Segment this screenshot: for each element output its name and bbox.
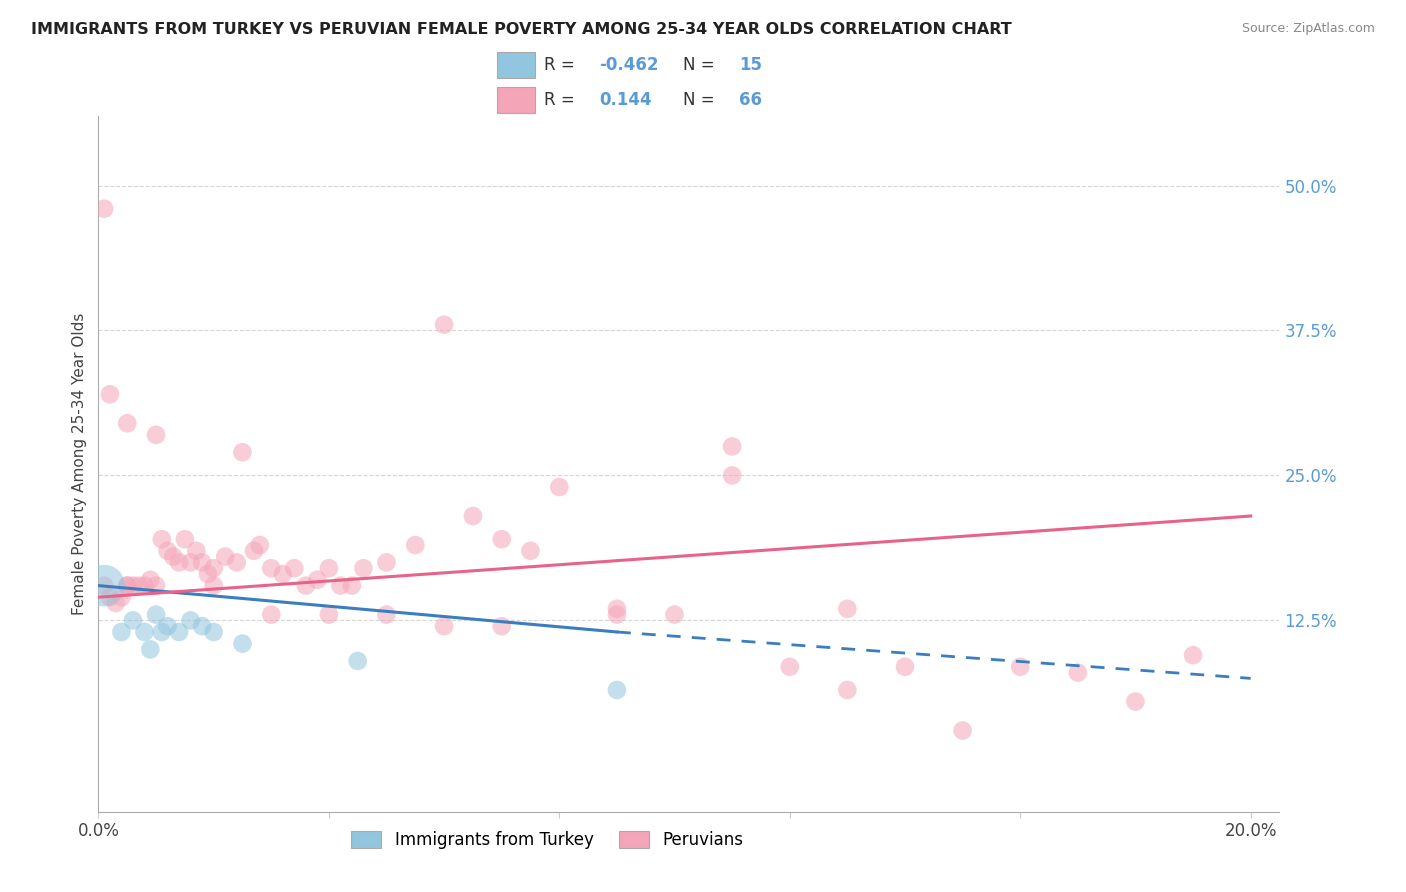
Point — [150, 532, 173, 546]
Point — [139, 573, 162, 587]
Text: 15: 15 — [738, 56, 762, 74]
Point — [191, 555, 214, 570]
Point — [519, 544, 541, 558]
Point — [721, 440, 744, 454]
Point — [134, 579, 156, 593]
Point — [122, 579, 145, 593]
Point — [150, 624, 173, 639]
Point — [433, 619, 456, 633]
Point — [93, 579, 115, 593]
Point — [110, 591, 132, 605]
Point — [134, 624, 156, 639]
Point — [837, 683, 859, 698]
Point — [243, 544, 266, 558]
Legend: Immigrants from Turkey, Peruvians: Immigrants from Turkey, Peruvians — [344, 824, 749, 855]
Point — [307, 573, 329, 587]
Y-axis label: Female Poverty Among 25-34 Year Olds: Female Poverty Among 25-34 Year Olds — [72, 313, 87, 615]
Point — [1182, 648, 1205, 662]
Point — [156, 544, 179, 558]
Point — [214, 549, 236, 564]
Point — [404, 538, 426, 552]
Point — [1067, 665, 1090, 680]
Point — [110, 624, 132, 639]
Point — [664, 607, 686, 622]
Point — [173, 532, 195, 546]
FancyBboxPatch shape — [498, 87, 534, 112]
Point — [225, 555, 247, 570]
Point — [1125, 694, 1147, 708]
Point — [606, 683, 628, 698]
Point — [167, 624, 190, 639]
Point — [295, 579, 318, 593]
Point — [145, 428, 167, 442]
Point — [340, 579, 363, 593]
Point — [433, 318, 456, 332]
Point — [231, 637, 253, 651]
Text: 66: 66 — [738, 91, 762, 109]
Point — [491, 619, 513, 633]
Point — [249, 538, 271, 552]
Point — [98, 387, 121, 401]
Point — [202, 579, 225, 593]
Point — [231, 445, 253, 459]
Point — [93, 202, 115, 216]
Point — [283, 561, 305, 575]
Point — [894, 660, 917, 674]
Point — [1010, 660, 1032, 674]
Point — [491, 532, 513, 546]
Point — [122, 614, 145, 628]
Point — [837, 602, 859, 616]
Text: R =: R = — [544, 91, 579, 109]
Point — [606, 607, 628, 622]
FancyBboxPatch shape — [498, 52, 534, 78]
Point — [329, 579, 352, 593]
Text: N =: N = — [683, 56, 720, 74]
Point — [548, 480, 571, 494]
Point — [98, 591, 121, 605]
Text: Source: ZipAtlas.com: Source: ZipAtlas.com — [1241, 22, 1375, 36]
Point — [145, 607, 167, 622]
Point — [721, 468, 744, 483]
Text: 0.144: 0.144 — [599, 91, 652, 109]
Point — [186, 544, 208, 558]
Point — [260, 607, 283, 622]
Text: N =: N = — [683, 91, 720, 109]
Point — [115, 579, 138, 593]
Text: -0.462: -0.462 — [599, 56, 659, 74]
Point — [128, 579, 150, 593]
Point — [779, 660, 801, 674]
Point — [952, 723, 974, 738]
Point — [162, 549, 184, 564]
Point — [191, 619, 214, 633]
Point — [352, 561, 374, 575]
Point — [180, 614, 202, 628]
Point — [93, 579, 115, 593]
Point — [167, 555, 190, 570]
Point — [180, 555, 202, 570]
Point — [318, 607, 340, 622]
Point — [197, 567, 219, 582]
Text: IMMIGRANTS FROM TURKEY VS PERUVIAN FEMALE POVERTY AMONG 25-34 YEAR OLDS CORRELAT: IMMIGRANTS FROM TURKEY VS PERUVIAN FEMAL… — [31, 22, 1012, 37]
Point — [104, 596, 127, 610]
Point — [271, 567, 294, 582]
Point — [202, 624, 225, 639]
Point — [346, 654, 368, 668]
Point — [145, 579, 167, 593]
Point — [115, 579, 138, 593]
Point — [202, 561, 225, 575]
Point — [606, 602, 628, 616]
Point — [115, 417, 138, 431]
Point — [375, 555, 398, 570]
Point — [461, 508, 484, 523]
Point — [156, 619, 179, 633]
Point — [139, 642, 162, 657]
Point — [375, 607, 398, 622]
Text: R =: R = — [544, 56, 579, 74]
Point — [260, 561, 283, 575]
Point — [318, 561, 340, 575]
